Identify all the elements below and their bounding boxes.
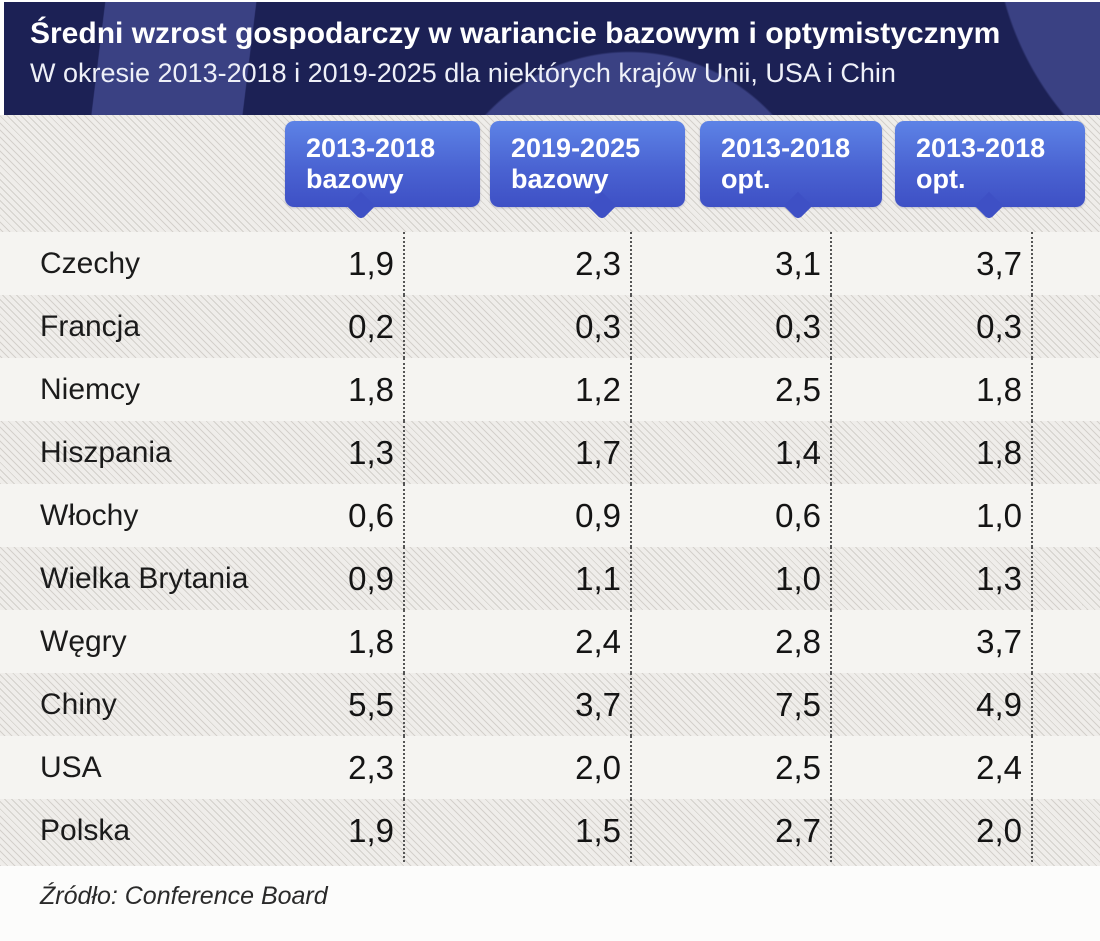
badge-variant: bazowy xyxy=(511,164,609,194)
country-label: Hiszpania xyxy=(40,435,172,469)
column-header-badge-3: 2013-2018 opt. xyxy=(700,121,882,207)
value-cell: 2,0 xyxy=(832,799,1033,862)
value-cell: 2,7 xyxy=(632,799,832,862)
country-label: Czechy xyxy=(40,246,141,280)
row-filler xyxy=(1033,610,1100,673)
value-cell: 2,3 xyxy=(405,232,632,295)
value-cell: 2,4 xyxy=(405,610,632,673)
value-cell: 1,3 xyxy=(260,421,405,484)
value-cell: 1,8 xyxy=(832,358,1033,421)
value-cell: 3,1 xyxy=(632,232,832,295)
value-cell: 2,3 xyxy=(260,736,405,799)
table-area: 2013-2018 bazowy 2019-2025 bazowy 2013-2… xyxy=(0,115,1100,866)
row-filler xyxy=(1033,799,1100,862)
table-row-polska: Polska 1,9 1,5 2,7 2,0 xyxy=(0,799,1100,862)
source-note: Źródło: Conference Board xyxy=(40,882,328,910)
column-header-badge-2: 2019-2025 bazowy xyxy=(490,121,685,207)
table-row-francja: Francja 0,2 0,3 0,3 0,3 xyxy=(0,295,1100,358)
value-cell: 1,1 xyxy=(405,547,632,610)
value-cell: 1,8 xyxy=(832,421,1033,484)
value-cell: 2,4 xyxy=(832,736,1033,799)
page-title: Średni wzrost gospodarczy w wariancie ba… xyxy=(30,17,1001,50)
value-cell: 2,0 xyxy=(405,736,632,799)
table-row-wlochy: Włochy 0,6 0,9 0,6 1,0 xyxy=(0,484,1100,547)
country-label: USA xyxy=(40,750,102,784)
value-cell: 2,5 xyxy=(632,358,832,421)
value-cell: 1,0 xyxy=(832,484,1033,547)
value-cell: 1,3 xyxy=(832,547,1033,610)
value-cell: 1,0 xyxy=(632,547,832,610)
table-row-niemcy: Niemcy 1,8 1,2 2,5 1,8 xyxy=(0,358,1100,421)
row-filler xyxy=(1033,232,1100,295)
value-cell: 2,5 xyxy=(632,736,832,799)
header-banner: Średni wzrost gospodarczy w wariancie ba… xyxy=(0,0,1100,115)
value-cell: 7,5 xyxy=(632,673,832,736)
value-cell: 1,9 xyxy=(260,232,405,295)
value-cell: 0,9 xyxy=(405,484,632,547)
table-row-usa: USA 2,3 2,0 2,5 2,4 xyxy=(0,736,1100,799)
badge-period: 2013-2018 xyxy=(916,133,1046,163)
badge-period: 2013-2018 xyxy=(721,133,851,163)
row-filler xyxy=(1033,673,1100,736)
row-filler xyxy=(1033,358,1100,421)
column-header-badge-1: 2013-2018 bazowy xyxy=(285,121,480,207)
value-cell: 0,3 xyxy=(405,295,632,358)
country-label: Francja xyxy=(40,309,141,343)
value-cell: 0,6 xyxy=(632,484,832,547)
row-filler xyxy=(1033,736,1100,799)
row-filler xyxy=(1033,484,1100,547)
table-row-czechy: Czechy 1,9 2,3 3,1 3,7 xyxy=(0,232,1100,295)
value-cell: 3,7 xyxy=(405,673,632,736)
value-cell: 0,3 xyxy=(832,295,1033,358)
page-subtitle: W okresie 2013-2018 i 2019-2025 dla niek… xyxy=(30,57,896,88)
value-cell: 2,8 xyxy=(632,610,832,673)
table-row-chiny: Chiny 5,5 3,7 7,5 4,9 xyxy=(0,673,1100,736)
value-cell: 5,5 xyxy=(260,673,405,736)
country-label: Węgry xyxy=(40,624,127,658)
row-filler xyxy=(1033,421,1100,484)
badge-variant: opt. xyxy=(721,164,771,194)
table-row-wielka-brytania: Wielka Brytania 0,9 1,1 1,0 1,3 xyxy=(0,547,1100,610)
value-cell: 0,2 xyxy=(260,295,405,358)
table-row-wegry: Węgry 1,8 2,4 2,8 3,7 xyxy=(0,610,1100,673)
value-cell: 1,8 xyxy=(260,358,405,421)
value-cell: 3,7 xyxy=(832,610,1033,673)
country-label: Chiny xyxy=(40,687,117,721)
column-header-badge-4: 2013-2018 opt. xyxy=(895,121,1085,207)
value-cell: 1,4 xyxy=(632,421,832,484)
badge-period: 2013-2018 xyxy=(306,133,436,163)
value-cell: 0,6 xyxy=(260,484,405,547)
column-headers: 2013-2018 bazowy 2019-2025 bazowy 2013-2… xyxy=(0,115,1100,232)
table-row-hiszpania: Hiszpania 1,3 1,7 1,4 1,8 xyxy=(0,421,1100,484)
data-table: Czechy 1,9 2,3 3,1 3,7 Francja 0,2 0,3 0… xyxy=(0,232,1100,862)
row-filler xyxy=(1033,295,1100,358)
badge-variant: bazowy xyxy=(306,164,404,194)
value-cell: 0,3 xyxy=(632,295,832,358)
country-label: Niemcy xyxy=(40,372,141,406)
value-cell: 1,8 xyxy=(260,610,405,673)
value-cell: 0,9 xyxy=(260,547,405,610)
value-cell: 1,7 xyxy=(405,421,632,484)
footer: Źródło: Conference Board xyxy=(0,866,1100,941)
country-label: Polska xyxy=(40,813,131,847)
value-cell: 1,5 xyxy=(405,799,632,862)
badge-period: 2019-2025 xyxy=(511,133,641,163)
country-label: Wielka Brytania xyxy=(40,561,249,595)
value-cell: 4,9 xyxy=(832,673,1033,736)
badge-variant: opt. xyxy=(916,164,966,194)
row-filler xyxy=(1033,547,1100,610)
value-cell: 3,7 xyxy=(832,232,1033,295)
value-cell: 1,9 xyxy=(260,799,405,862)
value-cell: 1,2 xyxy=(405,358,632,421)
country-label: Włochy xyxy=(40,498,139,532)
